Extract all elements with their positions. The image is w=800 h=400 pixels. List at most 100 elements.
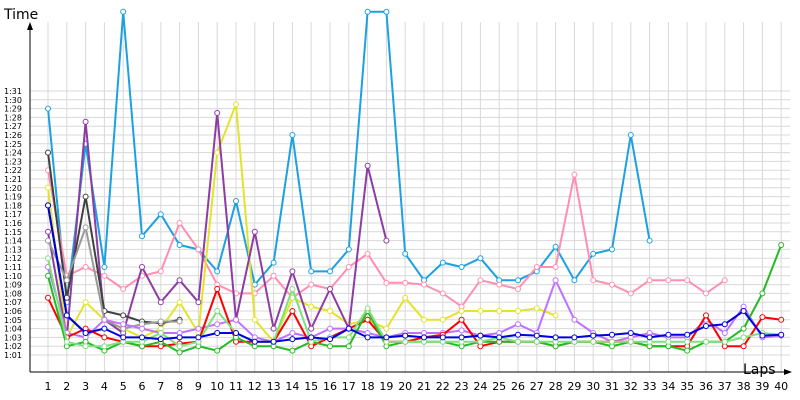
y-tick-label: 1:16 bbox=[4, 219, 22, 228]
y-tick-label: 1:13 bbox=[4, 245, 22, 254]
data-point bbox=[571, 171, 578, 178]
data-point bbox=[496, 308, 503, 314]
data-point bbox=[402, 250, 409, 257]
x-tick-label: 23 bbox=[455, 380, 469, 393]
x-tick-label: 12 bbox=[248, 380, 262, 393]
data-point bbox=[101, 272, 108, 279]
y-tick-label: 1:17 bbox=[4, 210, 22, 219]
x-tick-label: 39 bbox=[755, 380, 769, 393]
data-point bbox=[703, 338, 709, 345]
data-point bbox=[703, 290, 709, 297]
data-point bbox=[571, 316, 578, 323]
data-point bbox=[703, 312, 709, 319]
x-tick-label: 2 bbox=[63, 380, 70, 393]
data-point bbox=[139, 325, 145, 332]
y-tick-label: 1:08 bbox=[4, 289, 22, 298]
x-tick-label: 5 bbox=[120, 380, 127, 393]
data-point bbox=[45, 184, 51, 191]
y-tick-label: 1:01 bbox=[4, 351, 22, 360]
x-axis-arrow bbox=[784, 369, 792, 375]
data-point bbox=[571, 277, 578, 284]
y-tick-label: 1:23 bbox=[4, 157, 22, 166]
y-tick-label: 1:30 bbox=[4, 96, 22, 105]
x-tick-label: 37 bbox=[718, 380, 732, 393]
data-point bbox=[63, 338, 70, 345]
data-point bbox=[646, 237, 653, 244]
y-tick-label: 1:18 bbox=[4, 201, 22, 210]
data-point bbox=[515, 277, 521, 284]
data-point bbox=[439, 290, 446, 297]
data-point bbox=[345, 334, 352, 341]
data-point bbox=[289, 347, 296, 354]
data-point bbox=[458, 264, 465, 270]
data-point bbox=[721, 277, 728, 284]
data-point bbox=[176, 220, 183, 226]
data-point bbox=[195, 325, 202, 332]
data-point bbox=[421, 334, 427, 341]
data-point bbox=[120, 321, 127, 328]
data-point bbox=[101, 325, 108, 332]
data-point bbox=[778, 242, 785, 248]
x-tick-label: 26 bbox=[511, 380, 525, 393]
y-tick-label: 1:10 bbox=[4, 272, 22, 281]
y-tick-label: 1:14 bbox=[4, 237, 22, 246]
y-tick-label: 1:02 bbox=[4, 342, 22, 351]
data-point bbox=[289, 330, 296, 336]
data-point bbox=[665, 338, 672, 345]
x-tick-label: 21 bbox=[417, 380, 431, 393]
x-tick-label: 30 bbox=[586, 380, 600, 393]
data-point bbox=[665, 331, 672, 338]
y-tick-label: 1:15 bbox=[4, 228, 22, 237]
data-point bbox=[439, 316, 446, 323]
data-point bbox=[195, 246, 202, 253]
series-group bbox=[45, 8, 785, 356]
data-point bbox=[327, 343, 333, 350]
data-point bbox=[759, 332, 766, 339]
data-point bbox=[515, 308, 521, 314]
data-point bbox=[477, 332, 484, 339]
x-tick-label: 27 bbox=[530, 380, 544, 393]
data-point bbox=[176, 334, 183, 341]
data-point bbox=[214, 286, 221, 292]
data-point bbox=[364, 8, 371, 15]
data-point bbox=[63, 277, 70, 284]
data-point bbox=[176, 299, 183, 306]
data-point bbox=[251, 281, 258, 288]
data-point bbox=[308, 268, 315, 275]
data-point bbox=[176, 343, 183, 350]
data-point bbox=[327, 268, 333, 275]
data-point bbox=[402, 332, 409, 339]
data-point bbox=[684, 331, 691, 338]
data-point bbox=[590, 332, 597, 339]
data-point bbox=[496, 281, 503, 288]
data-point bbox=[45, 272, 51, 279]
tick-labels: 1 2 3 4 5 6 7 8 9 10 11 12 13 14 15 16 17 18 19 20 21 22 23 24 2… bbox=[4, 87, 788, 393]
data-point bbox=[533, 305, 540, 312]
data-point bbox=[251, 228, 258, 235]
data-point bbox=[308, 334, 315, 341]
data-point bbox=[195, 299, 202, 306]
data-point bbox=[214, 308, 221, 314]
data-point bbox=[45, 228, 51, 235]
data-point bbox=[120, 286, 127, 292]
data-point bbox=[703, 322, 709, 329]
y-tick-label: 1:31 bbox=[4, 87, 22, 96]
x-axis-title: Laps bbox=[743, 362, 776, 378]
data-point bbox=[609, 281, 615, 288]
data-point bbox=[421, 316, 427, 323]
data-point bbox=[778, 316, 785, 323]
y-tick-label: 1:04 bbox=[4, 325, 22, 334]
data-point bbox=[383, 325, 390, 332]
x-tick-label: 38 bbox=[737, 380, 751, 393]
data-point bbox=[214, 321, 221, 328]
data-point bbox=[214, 268, 221, 275]
data-point bbox=[533, 264, 540, 270]
data-point bbox=[627, 330, 634, 336]
x-tick-label: 20 bbox=[398, 380, 412, 393]
data-point bbox=[609, 331, 615, 338]
data-point bbox=[439, 334, 446, 341]
data-point bbox=[533, 332, 540, 339]
data-point bbox=[759, 290, 766, 297]
data-point bbox=[270, 338, 277, 345]
